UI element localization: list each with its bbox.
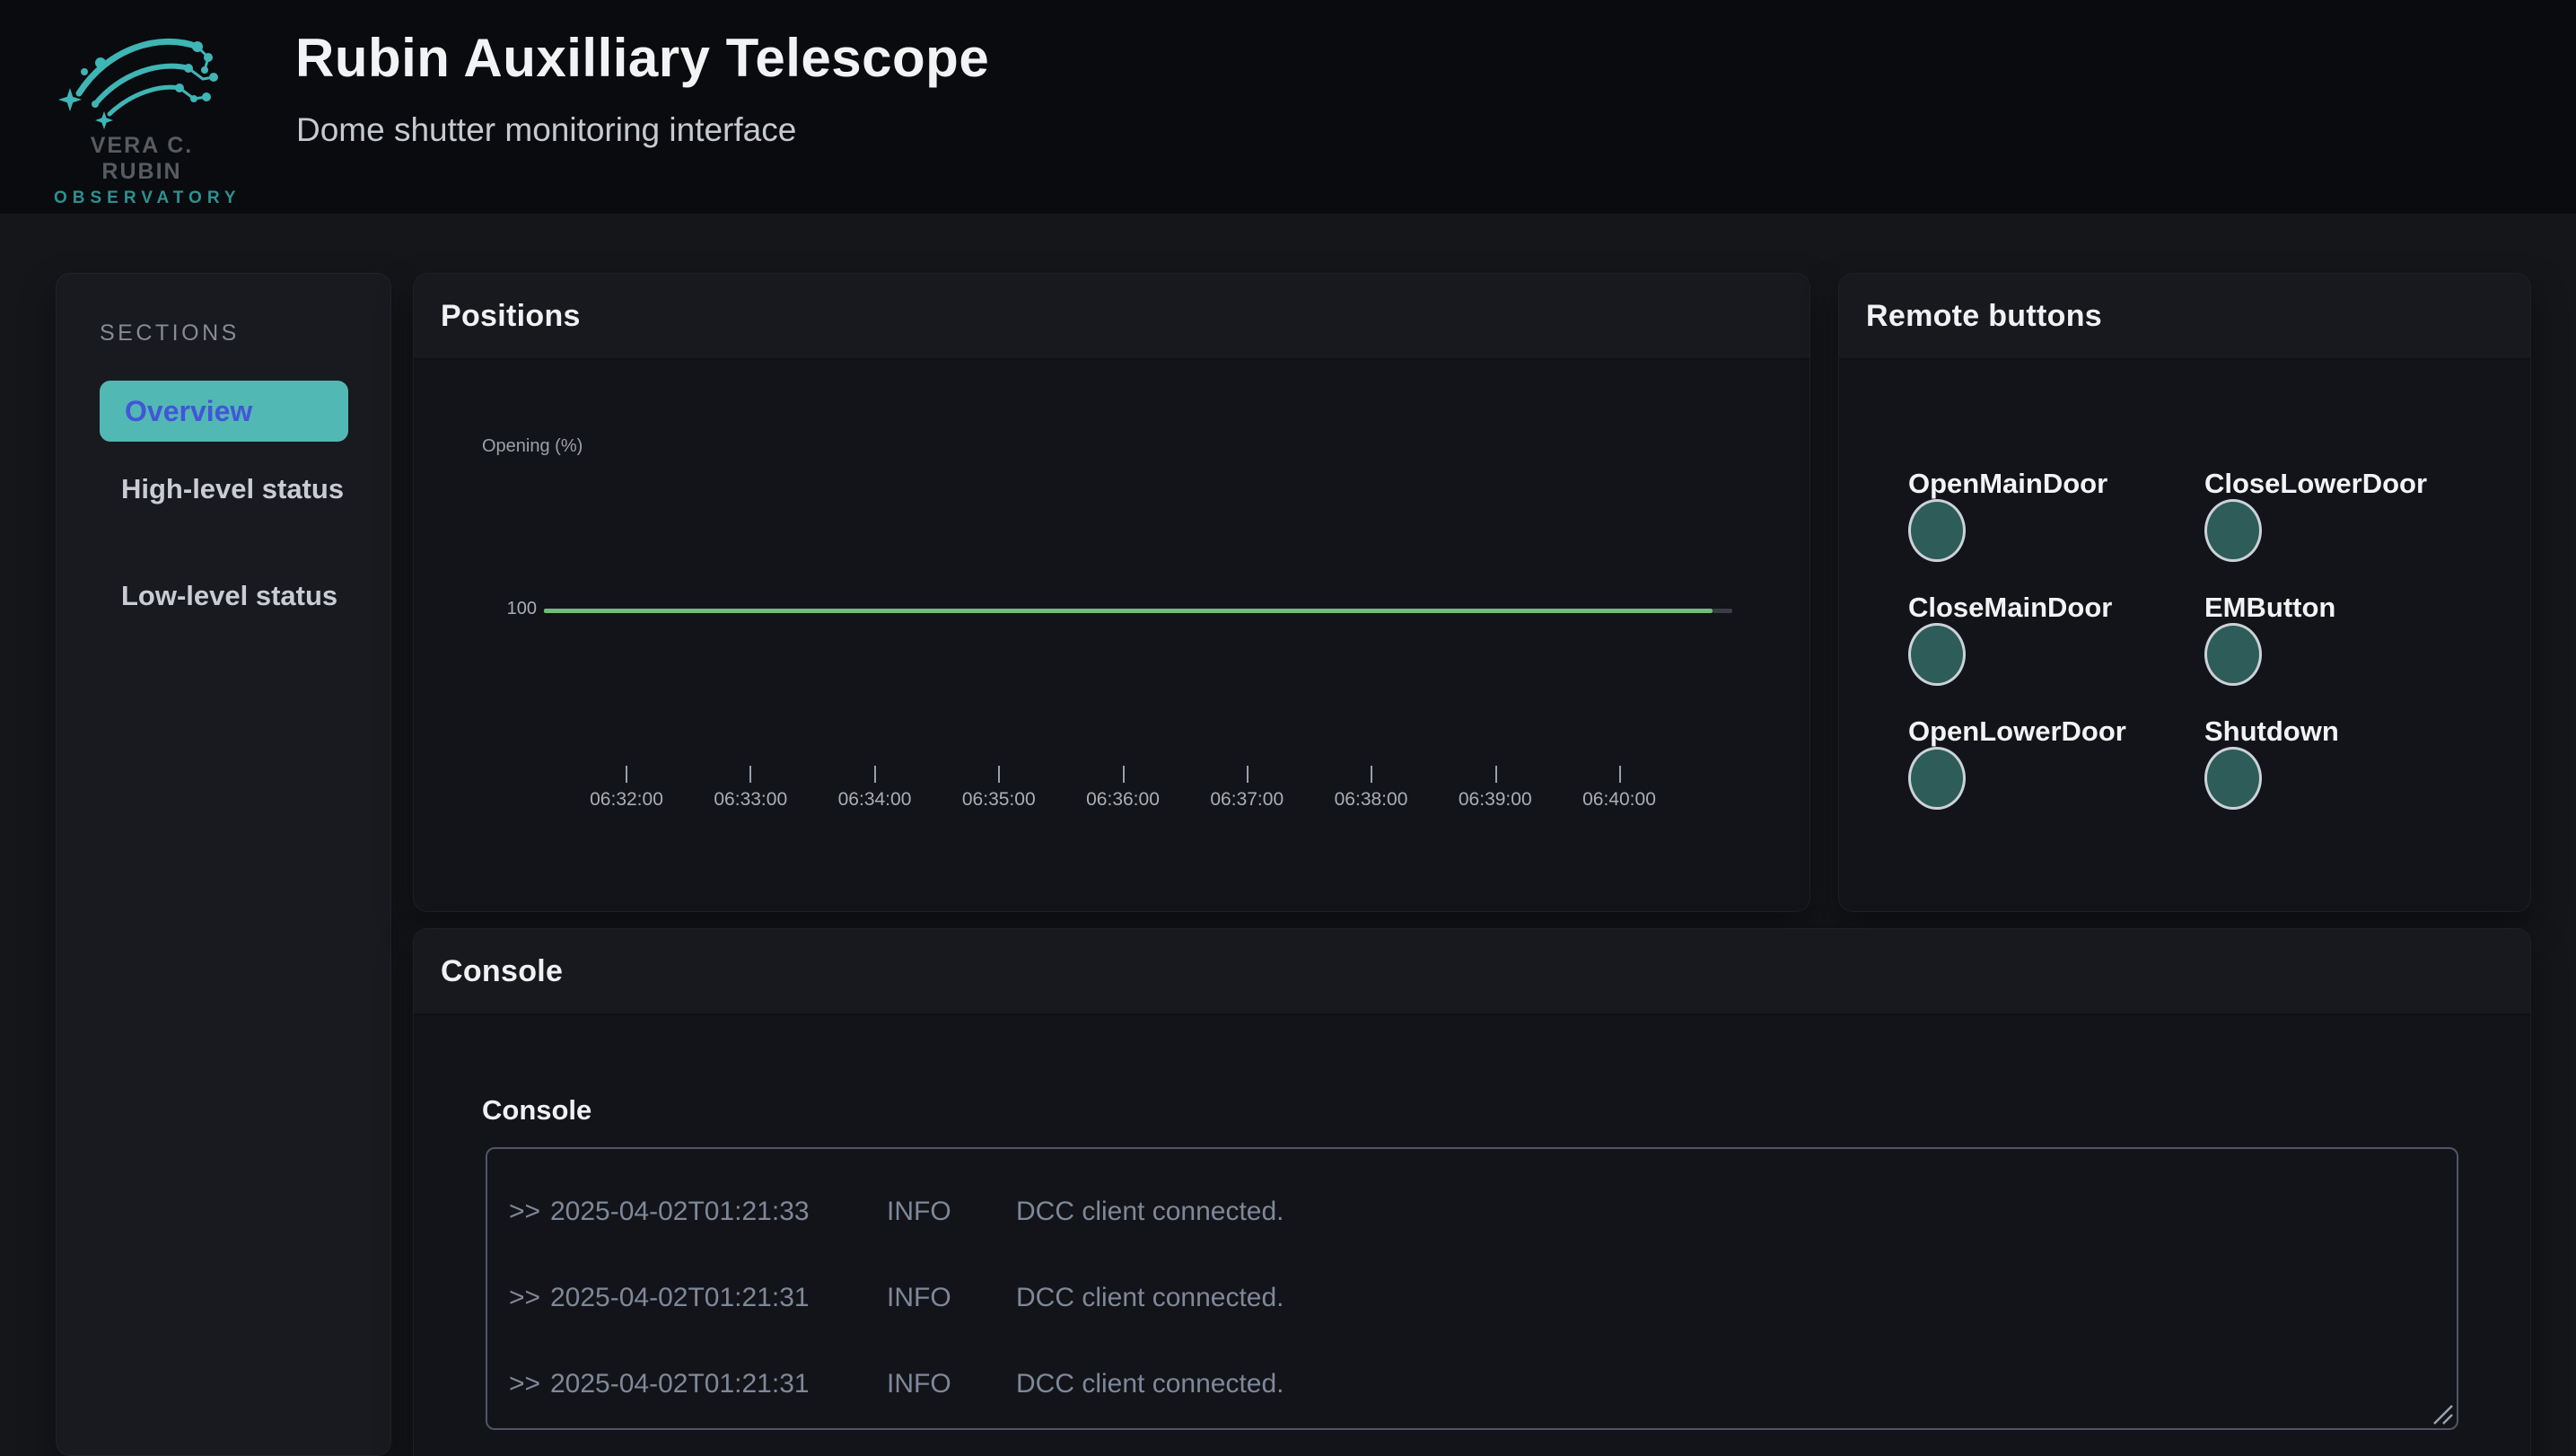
openmaindoor-button[interactable]: [1908, 499, 1966, 562]
console-card: Console Console >> 2025-04-02T01:21:33 I…: [413, 928, 2531, 1456]
console-title: Console: [441, 953, 564, 988]
positions-title: Positions: [441, 298, 581, 333]
log-message: DCC client connected.: [1016, 1369, 1284, 1399]
x-tick-mark: [1494, 766, 1497, 783]
x-tick-label: 06:37:00: [1210, 789, 1284, 810]
x-tick-mark: [1371, 766, 1373, 783]
x-tick-label: 06:40:00: [1582, 789, 1656, 810]
shutdown-button[interactable]: [2204, 747, 2262, 810]
openlowerdoor-button[interactable]: [1908, 747, 1966, 810]
positions-card-header: Positions: [414, 274, 1809, 360]
remote-button-cell-embutton: EMButton: [2204, 592, 2501, 686]
remote-button-cell-openmaindoor: OpenMainDoor: [1908, 469, 2204, 562]
chart-y-tick-label: 100: [506, 599, 537, 618]
x-tick-label: 06:39:00: [1458, 789, 1532, 810]
remote-buttons-title: Remote buttons: [1866, 298, 2102, 333]
x-tick-mark: [1246, 766, 1249, 783]
x-tick-label: 06:32:00: [590, 789, 663, 810]
page-subtitle: Dome shutter monitoring interface: [296, 111, 797, 148]
resize-handle-icon[interactable]: [2431, 1402, 2454, 1425]
log-level: INFO: [887, 1283, 951, 1312]
sidebar-item-low-level-status[interactable]: Low-level status: [121, 580, 338, 611]
log-level: INFO: [887, 1369, 951, 1399]
x-tick-mark: [1619, 766, 1621, 783]
sections-sidebar: SECTIONS Overview High-level status Low-…: [56, 273, 391, 1456]
log-prompt: >>: [509, 1197, 541, 1226]
x-tick-mark: [626, 766, 627, 783]
log-message: DCC client connected.: [1016, 1197, 1284, 1226]
sidebar-item-high-level-status[interactable]: High-level status: [121, 473, 345, 504]
log-entry: >> 2025-04-02T01:21:31 INFO DCC client c…: [509, 1255, 2439, 1341]
chart-y-axis-title: Opening (%): [482, 436, 583, 456]
remote-buttons-card: Remote buttons OpenMainDoor CloseLowerDo…: [1838, 273, 2531, 912]
x-tick-label: 06:33:00: [714, 789, 788, 810]
x-tick-label: 06:35:00: [961, 789, 1036, 810]
remote-button-label: OpenLowerDoor: [1908, 715, 2126, 747]
closemaindoor-button[interactable]: [1908, 623, 1966, 686]
x-tick-mark: [873, 766, 876, 783]
closelowerdoor-button[interactable]: [2204, 499, 2262, 562]
console-subheading: Console: [482, 1094, 592, 1126]
logo-text-observatory: OBSERVATORY: [54, 189, 241, 207]
log-message: DCC client connected.: [1016, 1283, 1284, 1312]
x-tick-label: 06:34:00: [837, 789, 912, 810]
observatory-logo-icon: [58, 38, 218, 129]
log-level: INFO: [887, 1197, 951, 1226]
sidebar-heading: SECTIONS: [100, 320, 240, 346]
sidebar-item-overview[interactable]: Overview: [100, 381, 348, 442]
remote-button-label: Shutdown: [2204, 715, 2339, 747]
app-header: VERA C. RUBIN OBSERVATORY Rubin Auxillia…: [0, 0, 2576, 214]
remote-buttons-grid: OpenMainDoor CloseLowerDoor CloseMainDoo…: [1908, 469, 2501, 810]
page-title: Rubin Auxilliary Telescope: [295, 28, 990, 88]
logo-text-vera-c-rubin: VERA C. RUBIN: [90, 133, 194, 184]
log-timestamp: 2025-04-02T01:21:33: [550, 1197, 810, 1226]
positions-card: Positions Opening (%) 100 06:32:00 06:33…: [413, 273, 1810, 912]
remote-button-cell-openlowerdoor: OpenLowerDoor: [1908, 716, 2204, 810]
remote-button-label: EMButton: [2204, 592, 2336, 623]
log-timestamp: 2025-04-02T01:21:31: [550, 1369, 810, 1399]
chart-x-ticks: [626, 766, 1621, 783]
positions-chart: Opening (%) 100 06:32:00 06:33:00 06:34:…: [414, 360, 1809, 911]
remote-button-label: OpenMainDoor: [1908, 468, 2108, 499]
x-tick-mark: [749, 766, 752, 783]
x-tick-mark: [998, 766, 1001, 783]
log-entry: >> 2025-04-02T01:21:31 INFO DCC client c…: [509, 1341, 2439, 1427]
log-prompt: >>: [509, 1283, 541, 1312]
remote-button-cell-closelowerdoor: CloseLowerDoor: [2204, 469, 2501, 562]
log-timestamp: 2025-04-02T01:21:31: [550, 1283, 810, 1312]
chart-series-line: [544, 609, 1713, 613]
console-log-textarea[interactable]: >> 2025-04-02T01:21:33 INFO DCC client c…: [486, 1147, 2458, 1430]
remote-button-label: CloseLowerDoor: [2204, 468, 2428, 499]
remote-buttons-card-header: Remote buttons: [1839, 274, 2530, 360]
log-prompt: >>: [509, 1369, 541, 1399]
chart-x-tick-labels: 06:32:00 06:33:00 06:34:00 06:35:00 06:3…: [585, 789, 1660, 811]
observatory-logo: VERA C. RUBIN OBSERVATORY: [54, 25, 241, 208]
remote-button-label: CloseMainDoor: [1908, 592, 2113, 623]
embutton-button[interactable]: [2204, 623, 2262, 686]
console-card-header: Console: [414, 929, 2530, 1015]
remote-button-cell-shutdown: Shutdown: [2204, 716, 2501, 810]
x-tick-label: 06:38:00: [1334, 789, 1408, 810]
x-tick-label: 06:36:00: [1086, 789, 1160, 810]
remote-button-cell-closemaindoor: CloseMainDoor: [1908, 592, 2204, 686]
x-tick-mark: [1122, 766, 1125, 783]
chart-series-line-tail: [1713, 609, 1732, 613]
log-entry: >> 2025-04-02T01:21:33 INFO DCC client c…: [509, 1169, 2439, 1255]
